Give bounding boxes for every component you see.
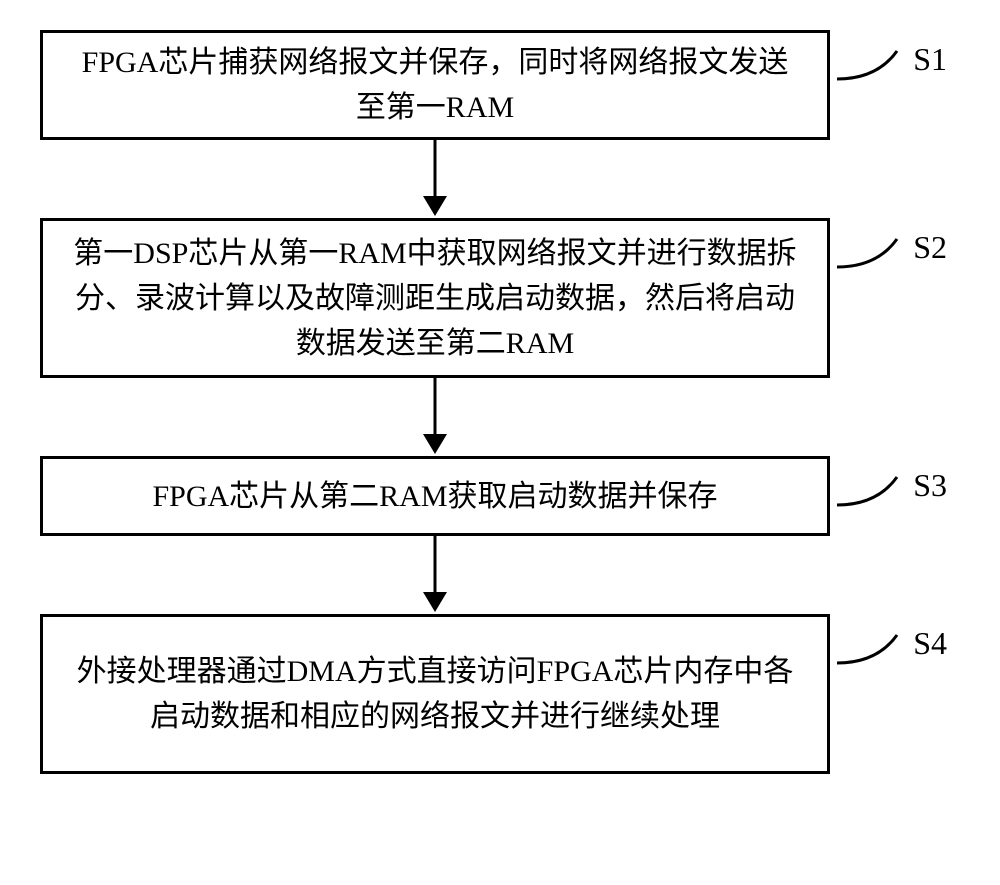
arrow-shaft-icon bbox=[434, 140, 437, 200]
step-label-wrap-3: S3 bbox=[837, 465, 947, 525]
arrow-3 bbox=[40, 536, 830, 614]
step-box-3: FPGA芯片从第二RAM获取启动数据并保存 S3 bbox=[40, 456, 830, 536]
step-text: 外接处理器通过DMA方式直接访问FPGA芯片内存中各启动数据和相应的网络报文并进… bbox=[67, 649, 803, 739]
step-label-wrap-4: S4 bbox=[837, 623, 947, 683]
step-label: S1 bbox=[913, 35, 947, 83]
step-box-1: FPGA芯片捕获网络报文并保存，同时将网络报文发送至第一RAM S1 bbox=[40, 30, 830, 140]
step-label: S4 bbox=[913, 619, 947, 667]
arrow-head-icon bbox=[423, 592, 447, 612]
flowchart-container: FPGA芯片捕获网络报文并保存，同时将网络报文发送至第一RAM S1 第一DSP… bbox=[40, 30, 960, 774]
step-label-wrap-1: S1 bbox=[837, 39, 947, 99]
step-label-wrap-2: S2 bbox=[837, 227, 947, 287]
step-box-2: 第一DSP芯片从第一RAM中获取网络报文并进行数据拆分、录波计算以及故障测距生成… bbox=[40, 218, 830, 378]
step-text: FPGA芯片从第二RAM获取启动数据并保存 bbox=[152, 474, 717, 519]
step-text: 第一DSP芯片从第一RAM中获取网络报文并进行数据拆分、录波计算以及故障测距生成… bbox=[67, 231, 803, 366]
arrow-head-icon bbox=[423, 434, 447, 454]
arrow-1 bbox=[40, 140, 830, 218]
arrow-head-icon bbox=[423, 196, 447, 216]
arrow-shaft-icon bbox=[434, 536, 437, 596]
step-label: S2 bbox=[913, 223, 947, 271]
arrow-shaft-icon bbox=[434, 378, 437, 438]
arrow-2 bbox=[40, 378, 830, 456]
step-box-4: 外接处理器通过DMA方式直接访问FPGA芯片内存中各启动数据和相应的网络报文并进… bbox=[40, 614, 830, 774]
step-text: FPGA芯片捕获网络报文并保存，同时将网络报文发送至第一RAM bbox=[67, 40, 803, 130]
step-label: S3 bbox=[913, 461, 947, 509]
